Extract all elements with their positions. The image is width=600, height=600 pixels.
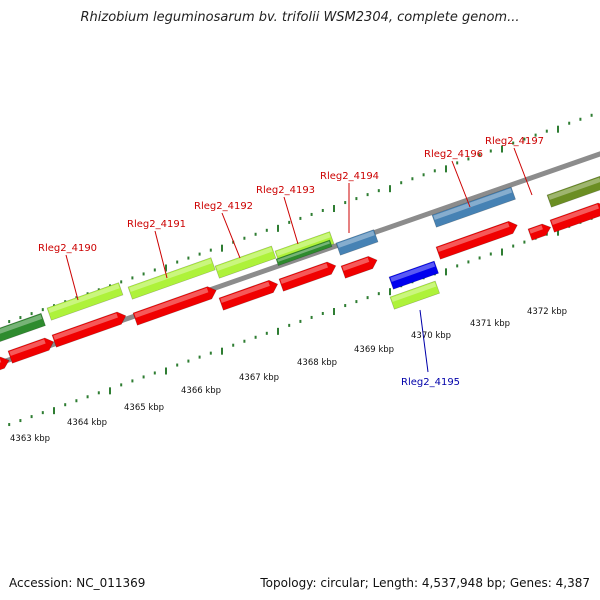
callout-lines [65, 147, 533, 373]
gene-label-Rleg2_4195: Rleg2_4195 [401, 377, 460, 388]
cds-darkgreen-4b-shape [275, 239, 333, 266]
cds-red-9-shape [549, 202, 600, 233]
cds-darkgreen-0-shape [0, 312, 46, 343]
scale-label: 4366 kbp [181, 386, 221, 396]
feature-group [0, 175, 600, 372]
cds-green-2-shape [127, 257, 216, 300]
gene-label-Rleg2_4194: Rleg2_4194 [320, 171, 379, 182]
cds-red-3 [132, 286, 217, 326]
cds-red-1-shape [7, 337, 54, 364]
cds-blue-5-highlight [337, 230, 375, 248]
scale-label: 4369 kbp [354, 345, 394, 355]
cds-red-1 [7, 337, 54, 364]
cds-red-3-shape [132, 286, 217, 326]
scale-label: 4367 kbp [239, 373, 279, 383]
genome-summary-text: Topology: circular; Length: 4,537,948 bp… [260, 576, 590, 590]
cds-blue-4195-highlight [390, 262, 436, 282]
cds-red-0-shape [0, 356, 10, 372]
callout-Rleg2_4193 [283, 196, 299, 245]
callout-Rleg2_4196 [451, 160, 471, 208]
cds-red-8-shape [527, 223, 552, 241]
cds-olive-7 [546, 175, 600, 208]
cds-olive-7-shape [546, 175, 600, 208]
gene-label-Rleg2_4196: Rleg2_4196 [424, 149, 483, 160]
cds-red-0 [0, 356, 10, 372]
scale-label: 4363 kbp [10, 434, 50, 444]
feature-track [0, 175, 600, 372]
cds-red-3-highlight [134, 287, 209, 318]
cds-olive-7-highlight [548, 177, 600, 200]
cds-red-4 [218, 279, 279, 311]
cds-blue-4195 [388, 260, 439, 290]
cds-blue-6-highlight [433, 188, 513, 220]
cds-red-7-highlight [437, 222, 510, 252]
gene-label-Rleg2_4190: Rleg2_4190 [38, 243, 97, 254]
cds-red-8-highlight [529, 225, 543, 234]
gene-label-Rleg2_4191: Rleg2_4191 [127, 219, 186, 230]
text-labels: Rleg2_4190 Rleg2_4191 Rleg2_4192Rleg2_4193… [10, 136, 567, 444]
cds-green-3-shape [214, 245, 277, 279]
cds-blue-5-shape [335, 229, 379, 256]
cds-red-6-highlight [342, 257, 370, 271]
callout-Rleg2_4195 [419, 309, 429, 373]
cds-blue-6 [431, 186, 516, 228]
cds-darkgreen-4b [275, 239, 333, 266]
cds-red-5-shape [278, 261, 337, 292]
scale-label: 4370 kbp [411, 331, 451, 341]
cds-green-inner-shape [389, 280, 440, 310]
cds-green-1-shape [46, 282, 124, 321]
cds-red-2-shape [51, 311, 127, 348]
cds-green-3-highlight [216, 247, 273, 271]
cds-blue-6-shape [431, 186, 516, 228]
cds-green-4-highlight [276, 232, 331, 256]
cds-green-1 [46, 282, 124, 321]
cds-red-2 [51, 311, 127, 348]
genome-title: Rhizobium leguminosarum bv. trifolii WSM… [80, 10, 520, 25]
cds-blue-5 [335, 229, 379, 256]
cds-red-5 [278, 261, 337, 292]
cds-red-7 [435, 220, 518, 260]
cds-red-8 [527, 223, 552, 241]
cds-darkgreen-4b-highlight [277, 241, 330, 262]
cds-red-4-highlight [220, 281, 270, 303]
cds-red-4-shape [218, 279, 279, 311]
callout-Rleg2_4191 [154, 230, 168, 279]
cds-red-5-highlight [280, 263, 328, 284]
cds-green-2-highlight [129, 258, 212, 292]
cds-blue-4195-shape [388, 260, 439, 290]
callout-Rleg2_4192 [221, 212, 241, 259]
scale-label: 4368 kbp [297, 358, 337, 368]
cds-red-1-highlight [9, 339, 46, 356]
scale-label: 4364 kbp [67, 418, 107, 428]
cds-red-6 [340, 255, 378, 279]
cds-green-inner [389, 280, 440, 310]
scale-label: 4365 kbp [124, 403, 164, 413]
cds-red-7-shape [435, 220, 518, 260]
scale-label: 4372 kbp [527, 307, 567, 317]
cds-red-2-highlight [53, 313, 118, 340]
cds-green-2 [127, 257, 216, 300]
gene-label-Rleg2_4197: Rleg2_4197 [485, 136, 544, 147]
scale-label: 4371 kbp [470, 319, 510, 329]
cds-red-9-highlight [551, 204, 599, 225]
cds-red-6-shape [340, 255, 378, 279]
callout-Rleg2_4197 [513, 147, 533, 196]
cds-green-1-highlight [48, 283, 120, 313]
cds-green-3 [214, 245, 277, 279]
cds-red-9 [549, 202, 600, 233]
cds-darkgreen-0-highlight [0, 314, 43, 335]
gene-label-Rleg2_4193: Rleg2_4193 [256, 185, 315, 196]
cds-darkgreen-0 [0, 312, 46, 343]
cds-green-inner-highlight [391, 282, 437, 302]
tick-marks [8, 113, 593, 427]
accession-text: Accession: NC_011369 [9, 576, 146, 590]
gene-label-Rleg2_4192: Rleg2_4192 [194, 201, 253, 212]
callout-Rleg2_4190 [65, 254, 79, 301]
